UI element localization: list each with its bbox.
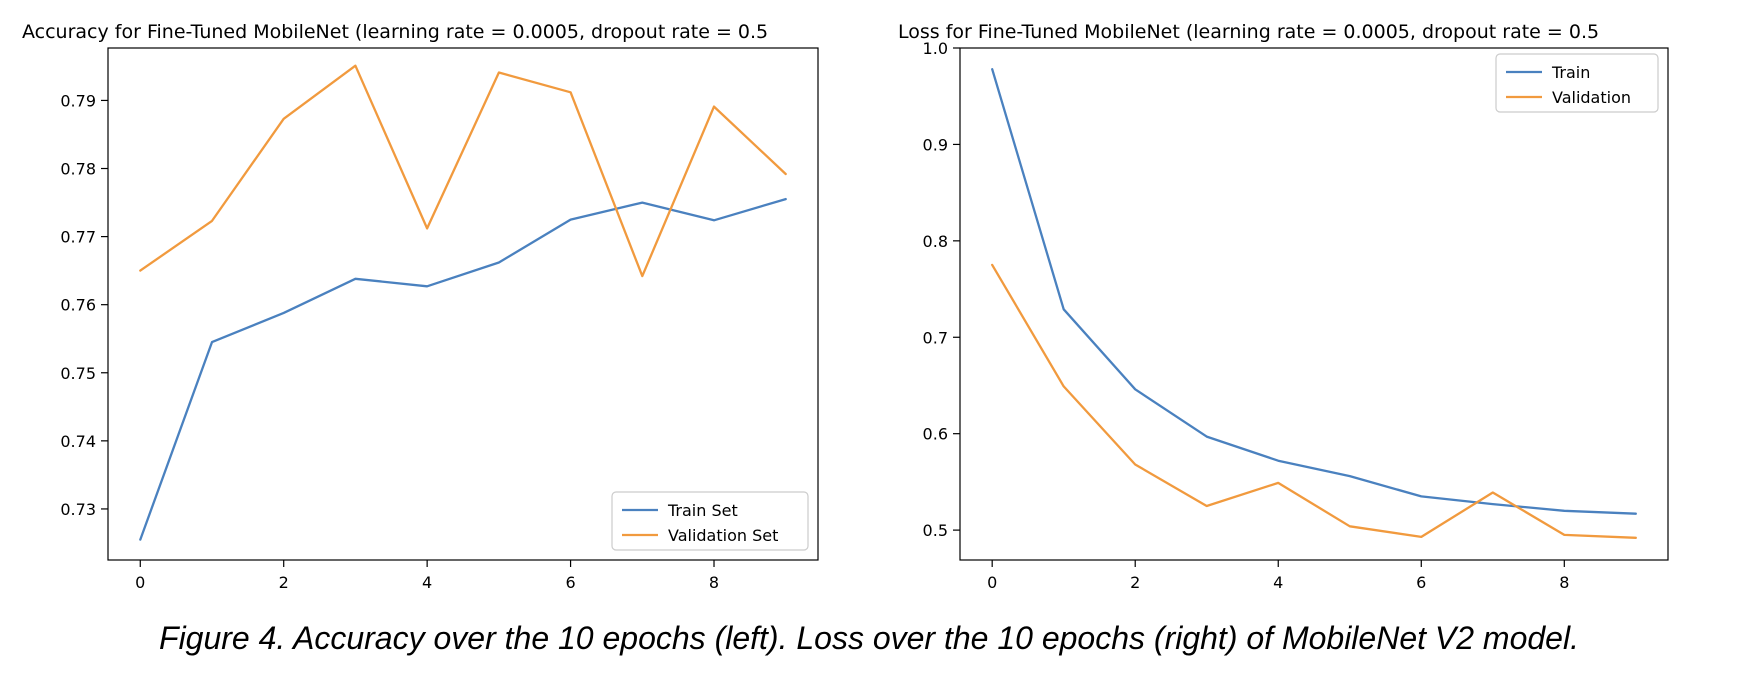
accuracy-plot-area: 0 2 4 6 8 0.73 0.74 0.75 0.76 0.77 0.78 0.79 Train S… (60, 47, 819, 592)
loss-plot-area: 0 2 4 6 8 0.5 0.6 0.7 0.8 0.9 1.0 Train Validation (923, 39, 1669, 592)
accuracy-y-tick-label: 0.76 (60, 296, 96, 315)
accuracy-legend-label: Validation Set (668, 526, 778, 545)
accuracy-y-tick-label: 0.73 (60, 500, 96, 519)
accuracy-x-tick-label: 6 (565, 573, 575, 592)
accuracy-chart-title: Accuracy for Fine-Tuned MobileNet (learn… (22, 21, 768, 43)
loss-x-tick-label: 6 (1416, 573, 1426, 592)
loss-y-tick-label: 1.0 (923, 39, 948, 58)
accuracy-y-tick-label: 0.74 (60, 432, 96, 451)
loss-axes-frame (959, 47, 1669, 561)
loss-series-validation-line (991, 263, 1637, 539)
loss-y-tick-label: 0.9 (923, 135, 948, 154)
figure-caption: Figure 4. Accuracy over the 10 epochs (l… (159, 620, 1579, 656)
accuracy-x-tick-label: 0 (135, 573, 145, 592)
loss-x-tick-label: 2 (1130, 573, 1140, 592)
accuracy-legend: Train Set Validation Set (611, 491, 809, 551)
accuracy-chart: Accuracy for Fine-Tuned MobileNet (learn… (22, 21, 819, 592)
loss-legend: Train Validation (1495, 53, 1659, 113)
loss-y-tick-label: 0.7 (923, 328, 948, 347)
loss-series-train-line (991, 68, 1637, 515)
accuracy-y-tick-label: 0.77 (60, 228, 96, 247)
loss-x-tick-label: 0 (987, 573, 997, 592)
loss-x-tick-label: 8 (1559, 573, 1569, 592)
accuracy-x-tick-label: 2 (279, 573, 289, 592)
loss-chart: Loss for Fine-Tuned MobileNet (learning … (898, 21, 1669, 592)
accuracy-series-train-line (139, 197, 787, 541)
loss-legend-label: Train (1551, 63, 1590, 82)
accuracy-y-tick-label: 0.79 (60, 91, 96, 110)
accuracy-y-tick-label: 0.78 (60, 160, 96, 179)
loss-x-tick-label: 4 (1273, 573, 1283, 592)
loss-chart-title: Loss for Fine-Tuned MobileNet (learning … (898, 21, 1599, 43)
accuracy-x-tick-label: 4 (422, 573, 432, 592)
accuracy-y-tick-label: 0.75 (60, 364, 96, 383)
accuracy-legend-label: Train Set (667, 501, 738, 520)
loss-legend-label: Validation (1552, 88, 1631, 107)
accuracy-x-tick-label: 8 (709, 573, 719, 592)
accuracy-series-validation-line (139, 64, 787, 278)
loss-y-tick-label: 0.8 (923, 232, 948, 251)
loss-y-tick-label: 0.6 (923, 425, 948, 444)
accuracy-axes-frame (107, 47, 819, 561)
loss-y-tick-label: 0.5 (923, 521, 948, 540)
